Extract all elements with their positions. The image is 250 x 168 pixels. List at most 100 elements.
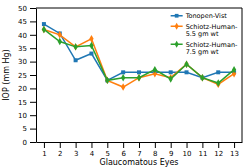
tick-label: 45 xyxy=(18,18,27,26)
tick-mark xyxy=(155,142,156,148)
tick-mark xyxy=(30,35,36,36)
tick-label: 1 xyxy=(42,150,46,158)
tick-label: 6 xyxy=(121,150,126,158)
y-axis-title: IOP (mm Hg) xyxy=(2,49,11,101)
tick-mark xyxy=(30,8,36,9)
tick: 8 xyxy=(153,142,157,158)
series-line xyxy=(44,29,234,87)
point xyxy=(73,43,77,50)
tick: 15 xyxy=(18,99,36,107)
legend: Tonopen-Vist Schiotz-Human-5.5 gm wt Schio… xyxy=(171,12,238,56)
series-line xyxy=(44,24,234,80)
point xyxy=(137,74,141,81)
axis-line xyxy=(36,9,37,143)
tick-mark xyxy=(234,142,235,148)
point xyxy=(42,22,46,26)
tick-mark xyxy=(44,142,45,148)
tick: 50 xyxy=(18,5,36,13)
tick-mark xyxy=(30,142,36,143)
tick-label: 4 xyxy=(90,150,95,158)
point xyxy=(89,52,93,56)
tick-mark xyxy=(202,142,203,148)
point xyxy=(89,35,93,42)
tick: 45 xyxy=(18,18,36,26)
legend-label: Schiotz-Human-7.5 gm wt xyxy=(186,41,238,57)
tick: 2 xyxy=(58,142,62,158)
plot: 1234567891011121305101520253035404550Ton… xyxy=(18,5,242,158)
point xyxy=(200,74,204,81)
tick-mark xyxy=(30,21,36,22)
point xyxy=(121,83,125,90)
legend-entry: Tonopen-Vist xyxy=(171,12,228,20)
tick-mark xyxy=(30,88,36,89)
tick-label: 0 xyxy=(23,139,27,147)
tick-mark xyxy=(60,142,61,148)
tick-label: 50 xyxy=(18,5,27,13)
tick: 35 xyxy=(18,45,36,53)
tick: 11 xyxy=(198,142,207,158)
point xyxy=(169,75,173,82)
tick: 6 xyxy=(121,142,126,158)
point xyxy=(42,26,46,33)
marks xyxy=(42,22,236,91)
tick: 40 xyxy=(18,32,36,40)
point xyxy=(42,26,46,33)
tick-mark xyxy=(76,142,77,148)
point xyxy=(216,79,220,86)
tick-label: 40 xyxy=(18,32,27,40)
tick: 25 xyxy=(18,72,36,80)
tick: 10 xyxy=(183,142,192,158)
legend-entry: Schiotz-Human-7.5 gm wt xyxy=(171,41,238,57)
tick-label: 15 xyxy=(18,99,27,107)
point xyxy=(74,58,78,62)
tick-label: 10 xyxy=(183,150,192,158)
frame xyxy=(242,8,243,142)
tick: 10 xyxy=(18,112,36,120)
tick: 5 xyxy=(23,125,36,133)
tick: 7 xyxy=(137,142,141,158)
tick-label: 35 xyxy=(18,45,27,53)
tick-mark xyxy=(107,142,108,148)
point xyxy=(89,42,93,49)
legend-marker xyxy=(175,41,179,48)
series-line xyxy=(44,29,234,83)
tick-mark xyxy=(139,142,140,148)
tick-label: 12 xyxy=(214,150,223,158)
tick-mark xyxy=(30,62,36,63)
legend-marker xyxy=(175,14,179,18)
tick-label: 30 xyxy=(18,58,27,66)
tick: 20 xyxy=(18,85,36,93)
tick-label: 8 xyxy=(153,150,157,158)
tick: 13 xyxy=(230,142,239,158)
point xyxy=(232,66,236,73)
tick-label: 11 xyxy=(198,150,207,158)
tick: 5 xyxy=(106,142,110,158)
point xyxy=(137,74,141,81)
y-axis: 0 5 10 15 20 25 30 35 40 45 50 xyxy=(18,5,36,147)
point xyxy=(184,61,188,68)
point xyxy=(121,70,125,74)
tick: 9 xyxy=(169,142,173,158)
tick-mark xyxy=(91,142,92,148)
tick-mark xyxy=(30,129,36,130)
point xyxy=(58,38,62,45)
tick-mark xyxy=(30,115,36,116)
tick-label: 2 xyxy=(58,150,62,158)
point xyxy=(73,43,77,50)
point xyxy=(137,70,141,74)
point xyxy=(58,31,62,38)
tick: 1 xyxy=(42,142,46,158)
tick-label: 5 xyxy=(106,150,110,158)
chart: 1234567891011121305101520253035404550Ton… xyxy=(0,0,250,168)
legend-entry: Schiotz-Human-5.5 gm wt xyxy=(171,23,238,39)
point xyxy=(121,74,125,81)
point xyxy=(200,74,204,81)
tick-mark xyxy=(30,102,36,103)
point xyxy=(153,66,157,73)
tick: 30 xyxy=(18,58,36,66)
tick-mark xyxy=(171,142,172,148)
tick-label: 7 xyxy=(137,150,141,158)
x-axis: 12345678910111213 xyxy=(37,142,243,158)
point xyxy=(184,61,188,68)
tick-label: 3 xyxy=(74,150,78,158)
